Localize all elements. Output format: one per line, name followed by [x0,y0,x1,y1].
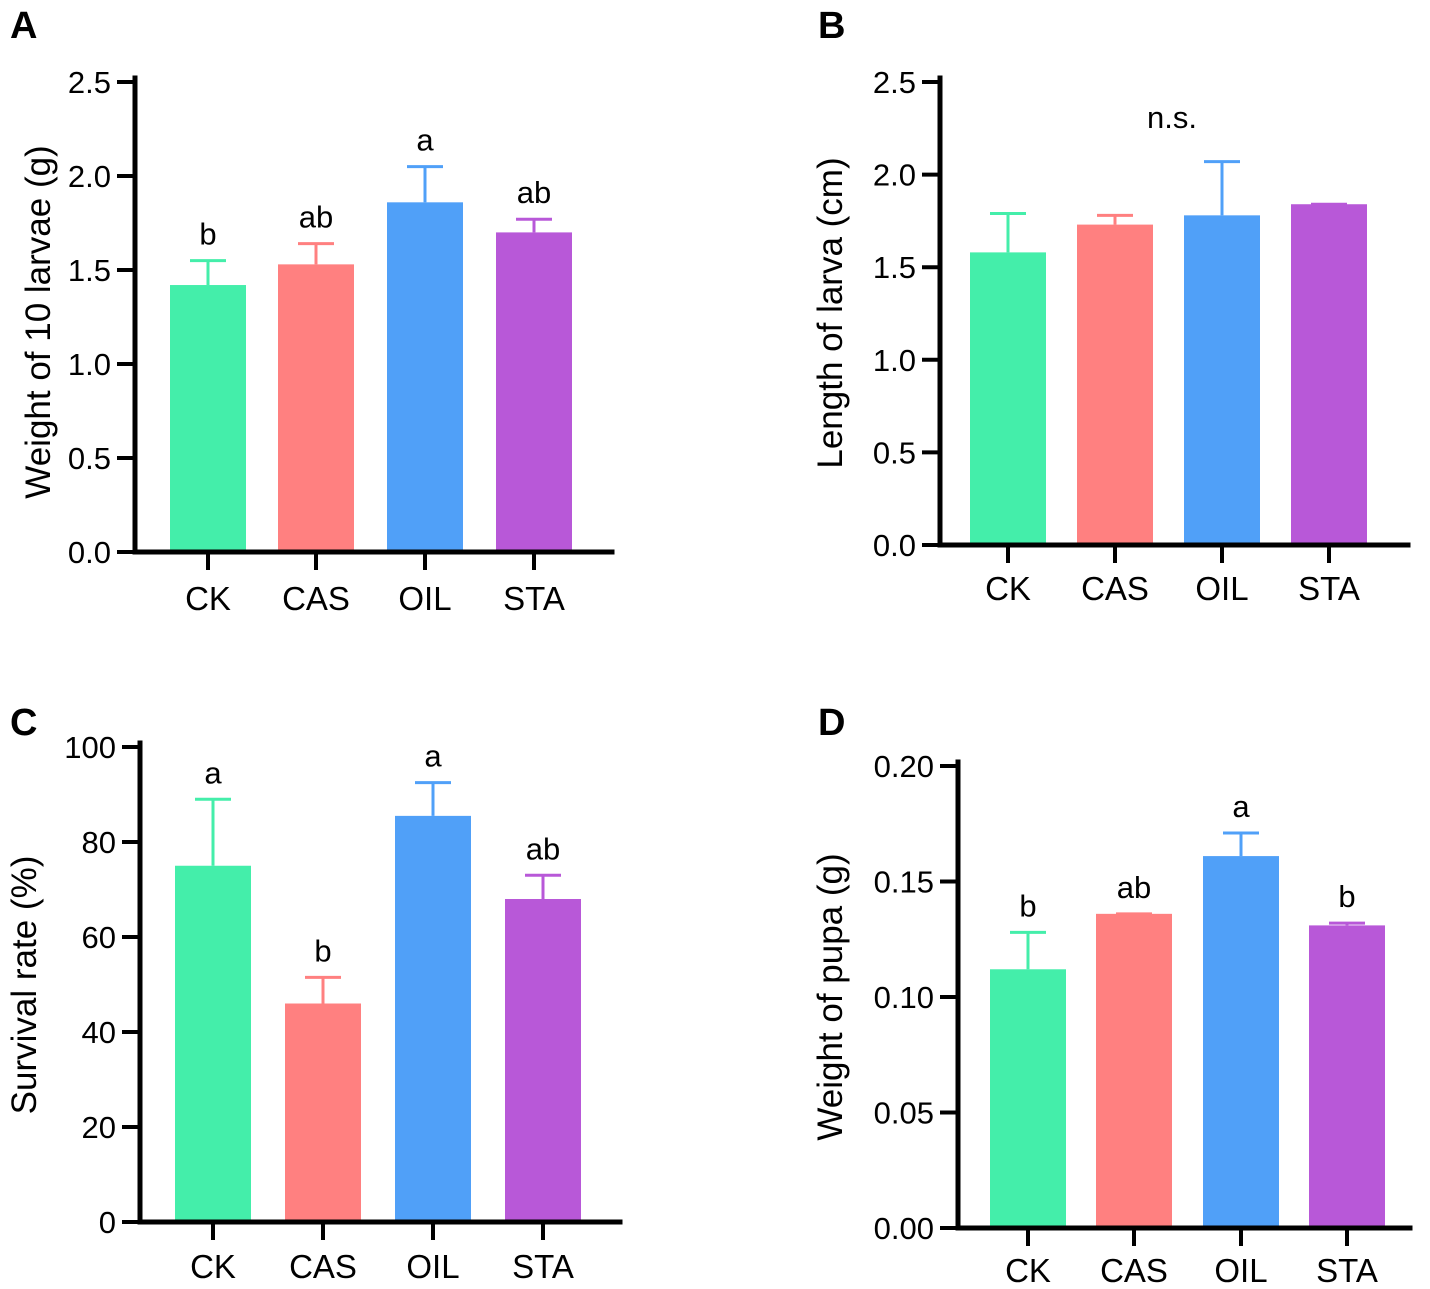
error-bar-oil [1204,160,1240,216]
y-tick-label: 1.0 [68,347,111,382]
x-tick-label: OIL [1214,1252,1267,1289]
significance-label: a [1232,789,1250,824]
significance-label: b [1338,879,1355,914]
x-tick-label: CAS [1081,570,1149,607]
error-bar-oil [1223,831,1259,857]
significance-label: b [199,217,216,252]
significance-label: ab [299,200,333,235]
bar-sta [505,899,581,1222]
panel-letter: B [818,5,845,47]
bar-ck [170,285,246,552]
bar-ck [990,969,1066,1228]
bar-sta [496,232,572,552]
panel-letter: C [10,702,37,744]
significance-label: ab [1117,870,1151,905]
y-tick-label: 2.0 [873,158,916,193]
bar-oil [1203,856,1279,1228]
error-bar-sta [525,873,561,899]
y-axis-label: Weight of 10 larvae (g) [19,145,58,498]
y-axis-label: Survival rate (%) [5,856,44,1115]
significance-annotation: n.s. [1147,100,1197,135]
x-tick-label: OIL [398,580,451,617]
y-tick-label: 2.5 [873,65,916,100]
error-bar-cas [298,242,334,265]
bar-oil [1184,215,1260,545]
x-tick-label: STA [1298,570,1360,607]
x-tick-label: CAS [289,1248,357,1285]
y-tick-label: 0 [99,1205,116,1240]
significance-label: a [416,123,434,158]
y-tick-label: 0.00 [874,1211,934,1246]
significance-label: ab [526,831,560,866]
y-tick-label: 60 [82,920,116,955]
panel-letter: A [10,5,37,47]
y-tick-label: 0.5 [68,441,111,476]
x-tick-label: CK [185,580,231,617]
x-tick-label: CAS [282,580,350,617]
x-tick-label: CK [1005,1252,1051,1289]
error-bar-ck [190,259,226,286]
bar-cas [1096,913,1172,1228]
bar-cas [285,1003,361,1222]
x-tick-label: OIL [406,1248,459,1285]
y-tick-label: 0.20 [874,749,934,784]
x-tick-label: STA [512,1248,574,1285]
bar-cas [278,264,354,552]
significance-label: a [204,755,222,790]
y-tick-label: 1.5 [873,250,916,285]
error-bar-ck [1010,930,1046,970]
x-tick-label: STA [503,580,565,617]
significance-label: a [424,739,442,774]
x-tick-label: CK [985,570,1031,607]
error-bar-sta [1329,921,1365,926]
y-tick-label: 1.5 [68,253,111,288]
y-tick-label: 20 [82,1110,116,1145]
error-bar-oil [415,781,451,816]
significance-label: b [1019,888,1036,923]
panel-a: Ab ab a ab 0.0 0.5 1.0 1.5 2.0 2.5 CK CAS OIL STA Weig… [10,5,615,617]
y-tick-label: 0.5 [873,435,916,470]
y-tick-label: 80 [82,825,116,860]
y-tick-label: 2.0 [68,159,111,194]
error-bar-cas [1097,213,1133,225]
significance-label: b [314,933,331,968]
error-bar-ck [990,211,1026,253]
significance-label: ab [517,175,551,210]
y-tick-label: 40 [82,1015,116,1050]
x-tick-label: CAS [1100,1252,1168,1289]
bar-sta [1309,925,1385,1228]
bar-oil [395,815,471,1222]
bar-oil [387,202,463,552]
y-tick-label: 2.5 [68,65,111,100]
y-tick-label: 100 [64,730,116,765]
y-tick-label: 0.05 [874,1096,934,1131]
y-tick-label: 0.15 [874,865,934,900]
bar-sta [1291,204,1367,545]
y-tick-label: 0.0 [68,535,111,570]
y-axis-label: Weight of pupa (g) [811,853,850,1140]
error-bar-ck [195,797,231,866]
bar-cas [1077,224,1153,545]
y-tick-label: 0.10 [874,980,934,1015]
y-tick-label: 0.0 [873,528,916,563]
error-bar-oil [407,165,443,203]
panel-b: Bn.s. 0.0 0.5 1.0 1.5 2.0 2.5 CK CAS OIL STA Length… [811,5,1411,607]
y-tick-label: 1.0 [873,343,916,378]
error-bar-cas [305,975,341,1004]
bar-ck [970,252,1046,545]
error-bar-sta [516,217,552,233]
bar-ck [175,865,251,1222]
x-tick-label: OIL [1195,570,1248,607]
y-axis-label: Length of larva (cm) [811,157,850,468]
panel-letter: D [818,702,845,744]
x-tick-label: STA [1316,1252,1378,1289]
x-tick-label: CK [190,1248,236,1285]
